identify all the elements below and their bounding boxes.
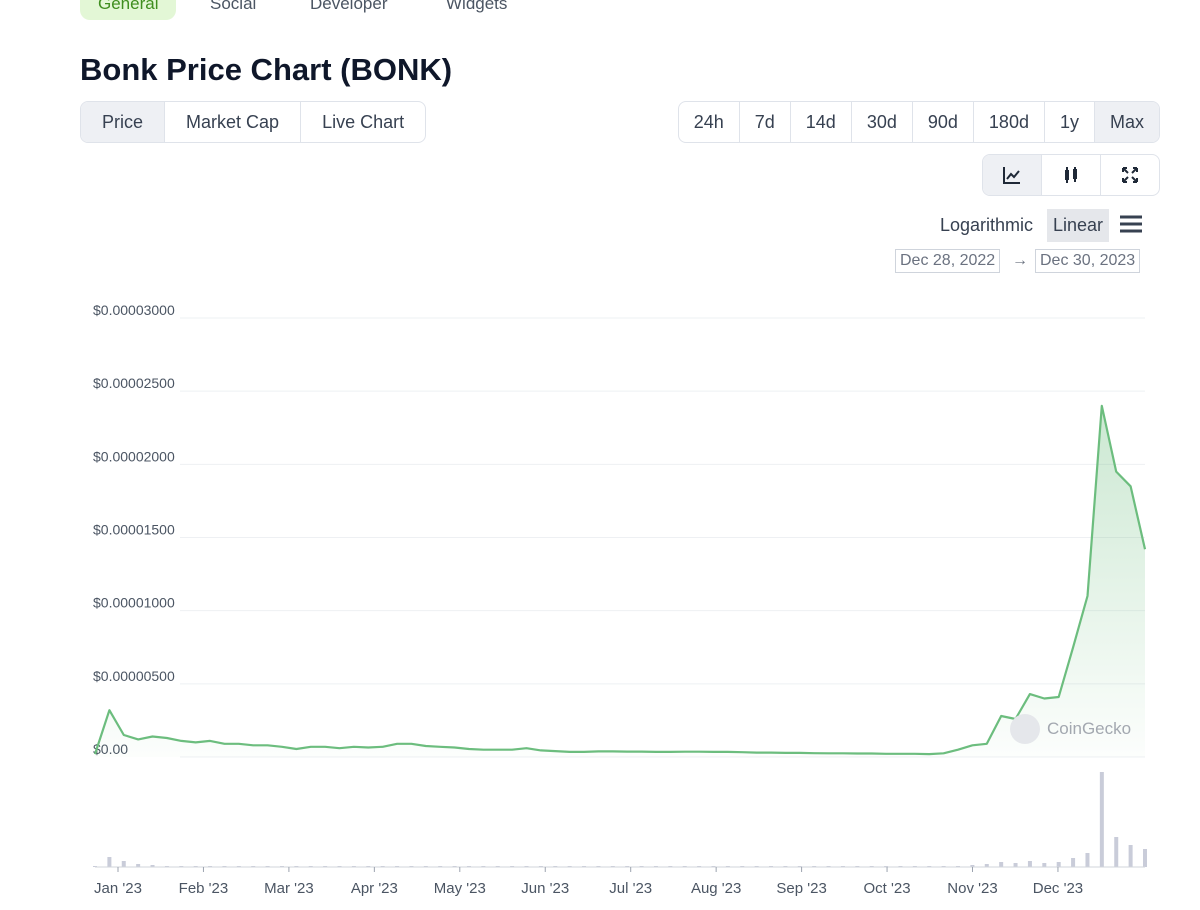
watermark-logo [1010, 714, 1040, 744]
icon [1003, 167, 1020, 184]
y-tick-label: $0.00002000 [93, 448, 175, 464]
volume-bar [970, 865, 975, 867]
range-button[interactable]: 24h [693, 111, 724, 132]
volume-bar [1056, 862, 1061, 867]
volume-bar [150, 865, 155, 867]
tab[interactable]: General [80, 0, 177, 20]
volume-bar [1085, 853, 1090, 867]
range-button[interactable]: 30d [850, 102, 912, 142]
volume-bar [1013, 863, 1018, 867]
x-tick-label: Mar '23 [264, 880, 314, 897]
range-button[interactable]: Max [1093, 102, 1159, 142]
chart-tabs: Price Market Cap Live Chart [80, 101, 427, 143]
x-tick-label: Apr '23 [351, 880, 398, 897]
x-tick-label: Sep '23 [776, 880, 826, 897]
tab[interactable]: Widgets [446, 0, 508, 13]
area [95, 405, 1145, 757]
x-tick-label: Nov '23 [947, 880, 997, 897]
date-from[interactable]: Dec 28, 2022 [895, 249, 1001, 273]
volume-bar [136, 864, 141, 867]
x-tick-label: Jun '23 [521, 880, 569, 897]
icon [1065, 167, 1077, 183]
tab[interactable]: Social [210, 0, 257, 13]
volume-bar [1128, 845, 1133, 867]
chart-style [982, 154, 1160, 196]
x-tick-label: Dec '23 [1033, 880, 1083, 897]
price-line [93, 404, 1147, 756]
y-tick-label: $0.00002500 [93, 375, 175, 391]
volume-bar [1042, 863, 1047, 867]
x-tick-label: Feb '23 [179, 880, 229, 897]
line-icon[interactable] [983, 155, 1041, 195]
title: Bonk Price Chart (BONK) [80, 52, 453, 87]
volume-bar [121, 861, 126, 867]
date-to[interactable]: Dec 30, 2023 [1035, 249, 1141, 273]
volume-bar [999, 862, 1004, 867]
y-tick-label: $0.00000500 [93, 668, 175, 684]
chart-tab[interactable]: Market Cap [164, 102, 300, 142]
scale-option[interactable]: Linear [1047, 209, 1110, 242]
menu-icon[interactable] [1119, 214, 1143, 234]
volume-bar [107, 857, 112, 867]
scale-option[interactable]: Logarithmic [940, 215, 1034, 235]
candle-icon[interactable] [1041, 155, 1100, 195]
x-tick-label: Jul '23 [609, 880, 652, 897]
x-tick-label: Jan '23 [94, 880, 142, 897]
chart-tab[interactable]: Live Chart [300, 102, 425, 142]
x-tick-label: May '23 [434, 880, 486, 897]
range-button[interactable]: 14d [789, 102, 851, 142]
date-separator: → [1012, 252, 1028, 269]
x-tick-label: Oct '23 [864, 880, 911, 897]
volume-bar [1099, 772, 1104, 867]
range-button[interactable]: 90d [911, 102, 973, 142]
tab[interactable]: Developer [310, 0, 388, 13]
watermark: CoinGecko [1047, 719, 1131, 738]
range-button[interactable]: 180d [972, 102, 1044, 142]
chart-tab[interactable]: Price [81, 102, 165, 142]
range-buttons: 24h 7d 14d 30d 90d 180d 1y Max [677, 101, 1160, 143]
y-tick-label: $0.00003000 [93, 302, 175, 318]
icon [1122, 167, 1138, 183]
range-button[interactable]: 7d [738, 102, 790, 142]
range-button[interactable]: 1y [1043, 102, 1094, 142]
y-tick-label: $0.00001000 [93, 595, 175, 611]
x-tick-label: Aug '23 [691, 880, 741, 897]
volume-bar [1143, 849, 1147, 867]
volume-bar [1071, 858, 1076, 867]
expand-icon[interactable] [1100, 155, 1159, 195]
volume-bar [1027, 861, 1032, 867]
volume-bar [984, 864, 989, 867]
y-tick-label: $0.00001500 [93, 522, 175, 538]
volume-bar [1114, 837, 1119, 867]
